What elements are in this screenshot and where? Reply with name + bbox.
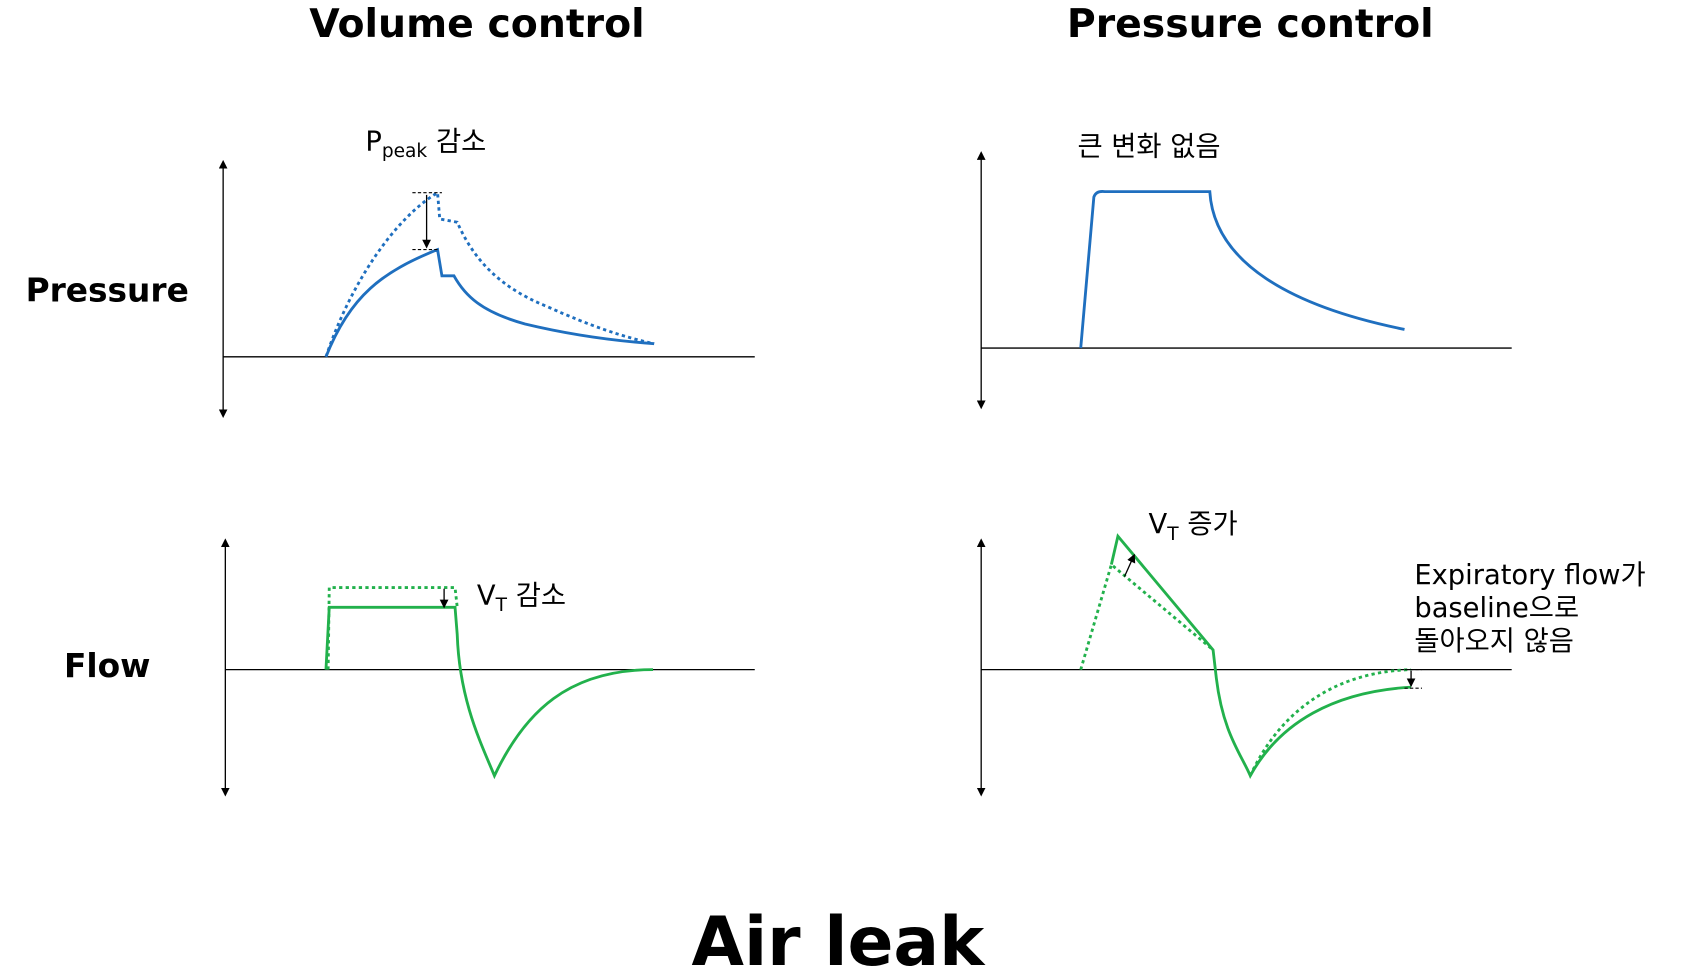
annotation: VT 감소 — [477, 580, 566, 616]
text-part: 감소 — [516, 580, 566, 611]
column-title: Volume control — [309, 1, 644, 47]
footer-title: Air leak — [691, 902, 986, 975]
vc-pressure-panel: Ppeak 감소 — [218, 126, 755, 419]
column-title: Pressure control — [1067, 1, 1434, 47]
annotation-line: Expiratory flow가 — [1414, 560, 1645, 591]
text-part: T — [495, 595, 508, 616]
annotation-line: baseline으로 — [1414, 593, 1579, 624]
text-part: 증가 — [1187, 509, 1237, 540]
annotation: 큰 변화 없음 — [1077, 131, 1220, 162]
text-part: P — [365, 126, 381, 157]
pc-flow-panel: VT 증가 Expiratory flow가 baseline으로 돌아오지 않음 — [976, 509, 1646, 797]
annotation: Ppeak 감소 — [365, 126, 486, 162]
pc-pressure-panel: 큰 변화 없음 — [976, 131, 1512, 410]
text-part: T — [1166, 523, 1179, 544]
annotation: VT 증가 — [1149, 509, 1238, 545]
text-part: V — [1149, 509, 1168, 540]
text-part: 감소 — [436, 126, 486, 157]
text-part: peak — [382, 141, 428, 162]
vc-flow-panel: VT 감소 — [220, 538, 755, 797]
annotation-line: 돌아오지 않음 — [1414, 626, 1574, 657]
text-part: V — [477, 580, 496, 611]
row-label: Flow — [64, 647, 150, 685]
row-label: Pressure — [26, 272, 189, 310]
